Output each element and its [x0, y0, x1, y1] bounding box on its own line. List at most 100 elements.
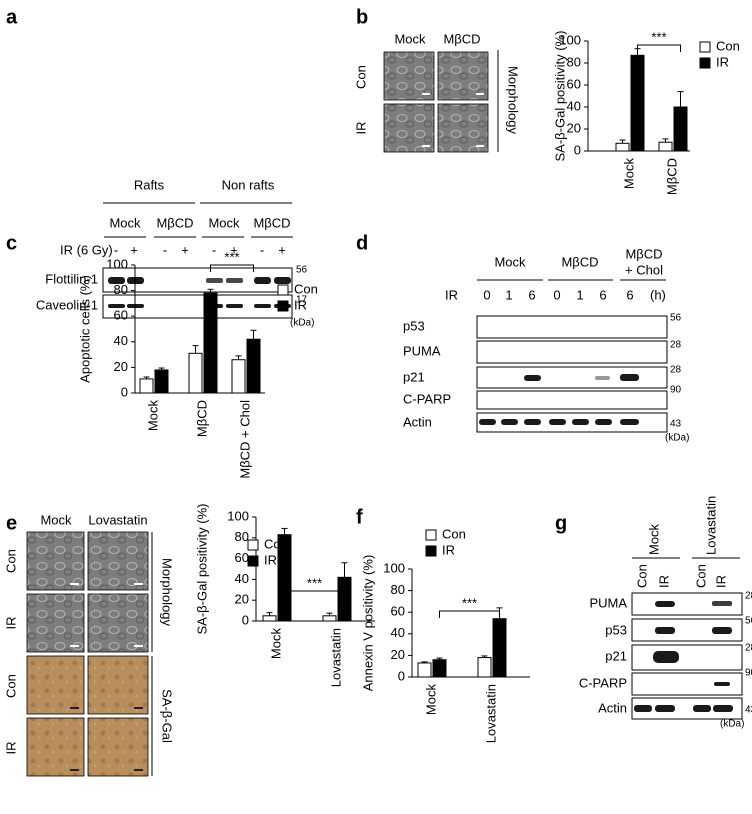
side-label: Morphology — [160, 558, 175, 626]
significance-bracket — [637, 44, 681, 52]
y-tick-label: 60 — [114, 308, 128, 323]
row-label: Actin — [598, 700, 627, 715]
y-tick-label: 20 — [567, 120, 581, 135]
side-label: SA-β-Gal — [160, 689, 175, 743]
treatment-label: Lovastatin — [703, 496, 718, 555]
significance-bracket — [439, 610, 500, 618]
band — [620, 374, 639, 381]
lane-label: - — [212, 242, 216, 257]
band — [108, 304, 125, 308]
row-label: Caveolin-1 — [36, 297, 98, 312]
y-tick-label: 40 — [567, 98, 581, 113]
blot-strip — [631, 592, 743, 616]
marker-label: 28 — [670, 340, 682, 351]
y-tick-label: 100 — [227, 508, 249, 523]
row-label: IR — [3, 617, 18, 630]
bar — [139, 378, 154, 394]
marker-label: 43 — [745, 705, 752, 716]
panel-letter: g — [555, 512, 567, 534]
treatment-label: MβCD — [253, 215, 290, 230]
bar — [658, 141, 673, 152]
bar — [630, 54, 645, 152]
panel-letter: c — [6, 232, 17, 254]
row-label: PUMA — [589, 595, 627, 610]
marker-label: 17 — [296, 295, 308, 306]
legend-swatch — [277, 284, 289, 296]
row-label: p21 — [605, 648, 627, 663]
marker-label: 90 — [670, 385, 682, 396]
column-label: MβCD — [443, 31, 480, 46]
bar — [203, 292, 218, 394]
column-label: Mock — [394, 31, 426, 46]
y-tick-label: 20 — [114, 359, 128, 374]
micrograph — [26, 531, 85, 591]
condition-label: IR — [445, 287, 458, 302]
y-axis-label: Apoptotic cells (%) — [77, 275, 92, 383]
lane-label: - — [114, 242, 118, 257]
group-label: Non rafts — [222, 177, 275, 192]
blot-strip — [631, 697, 743, 720]
marker-label: 56 — [670, 313, 682, 324]
y-tick-label: 80 — [235, 529, 249, 544]
legend-label: Con — [264, 536, 288, 551]
lane-label: 1 — [576, 287, 583, 302]
row-label: IR — [3, 742, 18, 755]
row-label: p21 — [403, 369, 425, 384]
lane-label: + — [130, 242, 138, 257]
micrograph — [437, 51, 489, 101]
y-tick-label: 0 — [574, 142, 581, 157]
band — [524, 419, 541, 425]
blot-strip — [476, 315, 668, 339]
lane-label: Con — [634, 564, 649, 588]
bar — [246, 338, 261, 394]
row-label: Con — [3, 674, 18, 698]
lane-label: IR — [656, 575, 671, 588]
legend-swatch — [425, 545, 437, 557]
legend-swatch — [247, 539, 259, 551]
marker-label: 90 — [745, 668, 752, 679]
lane-label: 6 — [528, 287, 535, 302]
y-tick-label: 0 — [398, 668, 405, 683]
row-label: PUMA — [403, 343, 441, 358]
bar — [322, 615, 337, 622]
legend-label: IR — [442, 542, 455, 557]
micrograph — [437, 103, 489, 153]
y-tick-label: 40 — [114, 333, 128, 348]
band — [655, 705, 675, 712]
row-label: Flottilin-1 — [45, 271, 98, 286]
group-label: Rafts — [134, 177, 165, 192]
group-label: Mock — [494, 254, 526, 269]
panel-letter: f — [356, 506, 363, 528]
treatment-label: Mock — [208, 215, 240, 230]
y-tick-label: 0 — [242, 612, 249, 627]
row-label: C-PARP — [403, 391, 451, 406]
y-axis-label: SA-β-Gal positivity (%) — [552, 31, 567, 162]
significance-label: *** — [307, 575, 322, 590]
bar — [417, 662, 432, 678]
band — [254, 304, 271, 308]
legend-label: IR — [264, 552, 277, 567]
marker-label: 43 — [670, 419, 682, 430]
x-tick-label: MβCD — [664, 158, 679, 195]
unit-label: (kDa) — [665, 433, 689, 444]
micrograph — [26, 717, 85, 777]
legend-swatch — [699, 57, 711, 69]
band — [226, 304, 243, 308]
band — [655, 627, 675, 634]
column-label: Mock — [40, 512, 72, 527]
band — [634, 705, 652, 712]
y-tick-label: 80 — [391, 582, 405, 597]
band — [226, 278, 243, 283]
legend-swatch — [247, 555, 259, 567]
band — [549, 419, 566, 425]
marker-label: 28 — [745, 643, 752, 654]
blot-strip — [631, 672, 743, 696]
legend-swatch — [277, 300, 289, 312]
panel-letter: e — [6, 512, 17, 534]
row-label: p53 — [403, 318, 425, 333]
band — [595, 419, 612, 425]
treatment-label: MβCD — [156, 215, 193, 230]
micrograph — [87, 593, 149, 653]
band — [524, 375, 541, 381]
band — [572, 419, 589, 425]
